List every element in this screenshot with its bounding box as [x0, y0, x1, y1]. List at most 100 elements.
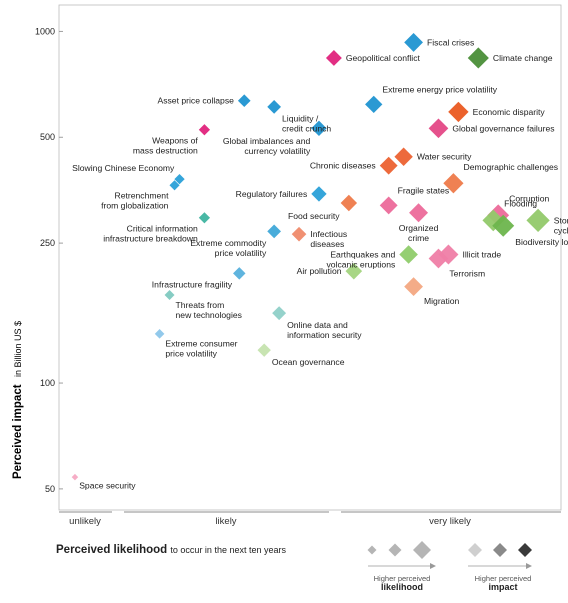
point-chronic-diseases [379, 156, 398, 175]
point-storms-and-cyclones [526, 208, 550, 233]
point-geopolitical-conflict [325, 50, 342, 66]
point-slowing-chinese-economy [174, 173, 185, 185]
y-tick-label: 50 [45, 484, 55, 494]
label-global-imbalances-and-currency-volatility: Global imbalances and currency volatility [223, 136, 311, 156]
label-line: infrastructure breakdown [103, 233, 198, 243]
band-unlikely: unlikely [69, 516, 101, 527]
point-online-data-and-information-security [272, 306, 287, 321]
point-fragile-states [379, 196, 398, 215]
legend [367, 541, 532, 569]
legend-likelihood-diamond [388, 543, 402, 557]
point-retrenchment-from-globalization [169, 180, 180, 191]
legend-likelihood-caption-bold: likelihood [380, 582, 423, 592]
label-line: Liquidity / [282, 114, 319, 124]
label-asset-price-collapse: Asset price collapse [157, 96, 234, 106]
risk-labels: Fiscal crises Climate change Geopolitical … [72, 37, 568, 490]
legend-impact-diamond [518, 543, 532, 557]
label-line: Regulatory failures [236, 189, 308, 199]
y-tick-label: 100 [40, 378, 55, 388]
label-line: cyclones [554, 225, 568, 235]
label-food-security: Food security [288, 211, 340, 221]
legend-impact-caption-text: Higher perceived [474, 574, 532, 583]
label-line: mass destruction [133, 145, 198, 155]
label-storms-and-cyclones: Storms andcyclones [554, 215, 568, 235]
label-line: Fiscal crises [427, 37, 474, 47]
y-tick-label: 1000 [35, 26, 55, 36]
label-line: currency volatility [244, 146, 311, 156]
label-line: Retrenchment [114, 190, 169, 200]
label-illicit-trade: Illicit trade [462, 249, 501, 259]
point-extreme-energy-price-volatility [365, 95, 383, 114]
point-terrorism [428, 248, 449, 269]
label-line: Food security [288, 211, 340, 221]
label-extreme-consumer-price-volatility: Extreme consumer price volatility [165, 339, 237, 359]
label-line: volcanic eruptions [327, 259, 396, 269]
point-regulatory-failures [311, 186, 327, 202]
label-extreme-commodity-price-volatility: Extreme commodity price volatility [190, 238, 267, 258]
band-likely: likely [215, 516, 236, 527]
y-axis-ticks: 1000 500 250 100 50 [35, 26, 63, 494]
x-axis-title-sub: to occur in the next ten years [170, 545, 286, 555]
label-line: Infectious [310, 229, 347, 239]
label-space-security: Space security [79, 480, 136, 490]
point-infectious-diseases [291, 226, 307, 242]
legend-likelihood-arrowhead [430, 563, 436, 569]
label-line: Organized [399, 223, 439, 233]
plot-frame [58, 4, 562, 511]
point-asset-price-collapse [237, 94, 251, 108]
label-weapons-of-mass-destruction: Weapons of mass destruction [133, 135, 199, 155]
legend-impact-diamond [493, 543, 507, 557]
label-line: Asset price collapse [157, 96, 234, 106]
point-air-pollution [345, 262, 363, 280]
label-geopolitical-conflict: Geopolitical conflict [346, 53, 421, 63]
y-axis-title-bold: Perceived impact [12, 384, 24, 479]
label-demographic-challenges: Demographic challenges [464, 162, 559, 172]
point-global-imbalances-and-currency-volatility [311, 120, 327, 136]
label-line: Flooding [504, 199, 537, 209]
label-line: Illicit trade [462, 249, 501, 259]
label-biodiversity-loss: Biodiversity loss [515, 237, 568, 247]
label-line: Biodiversity loss [515, 237, 568, 247]
label-line: Chronic diseases [310, 161, 376, 171]
label-line: Terrorism [449, 268, 485, 278]
point-global-governance-failures [428, 118, 449, 139]
label-line: Extreme commodity [190, 238, 267, 248]
legend-impact-diamond [468, 543, 482, 557]
label-online-data-and-information-security: Online data and information security [287, 320, 362, 340]
point-space-security [71, 473, 79, 481]
legend-impact-caption: Higher perceived impact [463, 574, 543, 592]
label-infrastructure-fragility: Infrastructure fragility [152, 280, 233, 290]
band-very-likely: very likely [429, 516, 471, 527]
label-chronic-diseases: Chronic diseases [310, 161, 376, 171]
point-climate-change [467, 47, 489, 69]
label-threats-from-new-technologies: Threats from new technologies [176, 300, 242, 320]
point-organized-crime [409, 203, 429, 223]
point-liquidity-credit-crunch [267, 99, 282, 114]
legend-likelihood-caption: Higher perceived likelihood [362, 574, 442, 592]
label-line: Earthquakes and [330, 249, 395, 259]
point-earthquakes-and-volcanic-eruptions [399, 245, 418, 264]
legend-impact-arrowhead [526, 563, 532, 569]
label-line: Extreme consumer [165, 339, 237, 349]
label-line: Ocean governance [272, 357, 345, 367]
label-flooding: Flooding [504, 199, 537, 209]
label-line: Economic disparity [473, 107, 546, 117]
x-axis-title: Perceived likelihood to occur in the nex… [56, 544, 286, 556]
point-economic-disparity [448, 101, 469, 123]
y-axis-title-sub: in Billion US $ [13, 321, 23, 377]
label-air-pollution: Air pollution [297, 266, 342, 276]
risk-points [71, 33, 550, 481]
point-extreme-consumer-price-volatility [154, 329, 165, 339]
point-fiscal-crises [404, 33, 423, 52]
label-line: Global imbalances and [223, 136, 311, 146]
x-axis-title-bold: Perceived likelihood [56, 544, 168, 556]
point-critical-information-infrastructure-breakdown [198, 212, 211, 224]
label-earthquakes-and-volcanic-eruptions: Earthquakes and volcanic eruptions [327, 249, 396, 269]
label-line: Migration [424, 296, 460, 306]
label-ocean-governance: Ocean governance [272, 357, 345, 367]
label-line: from globalization [101, 200, 169, 210]
point-water-security [394, 147, 413, 166]
point-illicit-trade [438, 244, 459, 265]
label-organized-crime: Organized crime [399, 223, 439, 243]
label-fragile-states: Fragile states [398, 185, 450, 195]
